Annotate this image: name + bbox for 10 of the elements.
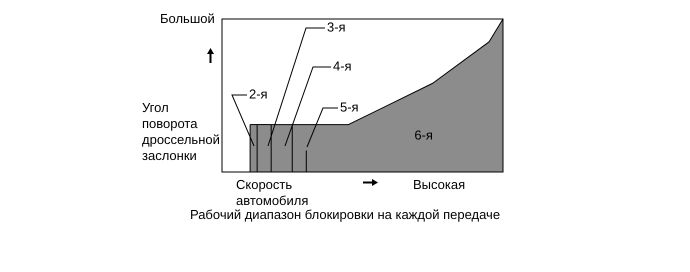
text: 4-я <box>333 58 352 74</box>
series-label: 2-я <box>249 86 268 102</box>
text: Рабочий диапазон блокировки на каждой передаче <box>188 207 502 223</box>
y-axis-title: Угол поворота дроссельной заслонки <box>142 100 220 164</box>
text: 3-я <box>327 20 346 35</box>
x-axis-title: Скорость автомобиля <box>236 177 310 209</box>
text: Большой <box>160 11 215 27</box>
text: Высокая <box>413 177 466 193</box>
series-label: 5-я <box>340 100 359 115</box>
series-label: 6-я <box>414 128 433 143</box>
